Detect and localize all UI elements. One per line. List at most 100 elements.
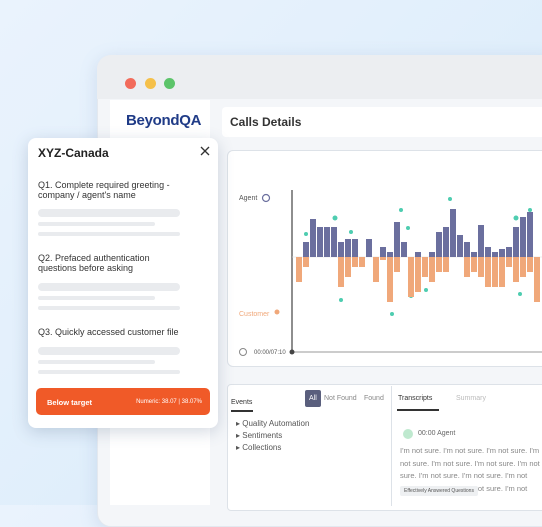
question: Q1. Complete required greeting - company… [38, 180, 170, 200]
customer-label: Customer [239, 311, 270, 318]
agent-bar [401, 242, 407, 257]
play-button[interactable] [239, 348, 247, 356]
agent-bar [492, 252, 498, 257]
agent-bar [303, 242, 309, 257]
agent-bar [471, 252, 477, 257]
customer-bar [464, 257, 470, 277]
agent-icon [261, 193, 271, 203]
agent-bar [520, 217, 526, 257]
customer-bar [513, 257, 519, 282]
customer-bar [534, 257, 540, 302]
customer-bar [471, 257, 477, 272]
page-title: Calls Details [230, 115, 302, 129]
agent-bar [387, 252, 393, 257]
customer-bar [506, 257, 512, 267]
maximize-dot[interactable] [164, 78, 175, 89]
agent-bar [457, 235, 463, 257]
popup-title: XYZ-Canada [38, 146, 109, 160]
customer-bar [352, 257, 358, 267]
speaker: 00:00 Agent [418, 430, 456, 437]
skeleton [38, 306, 180, 310]
close-button[interactable] [200, 146, 210, 156]
agent-bar [443, 227, 449, 257]
tab-not-found[interactable]: Not Found [324, 395, 357, 402]
agent-bar [506, 247, 512, 257]
customer-bar [415, 257, 421, 292]
window-titlebar [97, 55, 542, 99]
agent-bar [415, 252, 421, 257]
tab-transcripts[interactable]: Transcripts [398, 395, 433, 402]
customer-bar [408, 257, 414, 297]
agent-bar [429, 252, 435, 257]
tree-item-label: Quality Automation [242, 419, 310, 428]
question: Q2. Prefaced authentication questions be… [38, 253, 150, 273]
skeleton [38, 232, 180, 236]
customer-bar [492, 257, 498, 287]
skeleton [38, 370, 180, 374]
time-label: 00:00/07:10 [254, 350, 286, 356]
agent-bar [527, 212, 533, 257]
skeleton [38, 347, 180, 355]
agent-bar [310, 219, 316, 257]
customer-bar [373, 257, 379, 282]
customer-bar [296, 257, 302, 282]
customer-bar [380, 257, 386, 260]
timeline-handle[interactable] [289, 349, 295, 355]
skeleton [38, 222, 155, 226]
tab-found[interactable]: Found [364, 395, 384, 402]
customer-bar [387, 257, 393, 302]
customer-bar [359, 257, 365, 267]
customer-bar [338, 257, 344, 287]
skeleton [38, 296, 155, 300]
customer-bar [394, 257, 400, 272]
tab-all-bg[interactable] [305, 390, 321, 407]
agent-bar [345, 239, 351, 257]
agent-bar [499, 249, 505, 257]
agent-bar [464, 242, 470, 257]
agent-bar [317, 227, 323, 257]
tree-item[interactable]: ▸ Quality Automation [236, 419, 310, 428]
agent-bar [380, 247, 386, 257]
tree-item[interactable]: ▸ Sentiments [236, 431, 283, 440]
agent-bar [324, 227, 330, 257]
tab-all[interactable]: All [309, 395, 317, 402]
agent-bar [513, 227, 519, 257]
agent-bar [436, 232, 442, 257]
transcripts-underline [397, 409, 439, 411]
events-underline [231, 410, 253, 412]
customer-bar [499, 257, 505, 287]
agent-bar [352, 239, 358, 257]
tree-item[interactable]: ▸ Collections [236, 443, 282, 452]
customer-bar [422, 257, 428, 277]
call-chart: Agent Customer 00:00/07:10 [239, 190, 542, 356]
close-dot[interactable] [125, 78, 136, 89]
status-banner[interactable] [36, 388, 210, 415]
agent-bar [394, 222, 400, 257]
customer-bar [345, 257, 351, 277]
skeleton [38, 283, 180, 291]
transcript-tag: Effectively Answered Questions [400, 486, 478, 496]
customer-bar [520, 257, 526, 277]
tree-item-label: Collections [242, 443, 282, 452]
skeleton [38, 209, 180, 217]
customer-bar [436, 257, 442, 272]
speaker-icon [403, 429, 413, 439]
customer-bar [485, 257, 491, 287]
tab-summary[interactable]: Summary [456, 395, 486, 402]
minimize-dot[interactable] [145, 78, 156, 89]
customer-bar [527, 257, 533, 272]
score: Numeric: 38.07 | 38.07% [136, 399, 202, 405]
logo[interactable]: BeyondQA [126, 112, 202, 129]
customer-bar [429, 257, 435, 282]
customer-bar [443, 257, 449, 272]
agent-bar [478, 225, 484, 257]
skeleton [38, 360, 155, 364]
agent-label: Agent [239, 195, 257, 202]
status: Below target [47, 398, 93, 407]
agent-bar [366, 239, 372, 257]
agent-bar [485, 247, 491, 257]
agent-bar [338, 242, 344, 257]
tree-item-label: Sentiments [242, 431, 283, 440]
agent-bar [450, 209, 456, 257]
